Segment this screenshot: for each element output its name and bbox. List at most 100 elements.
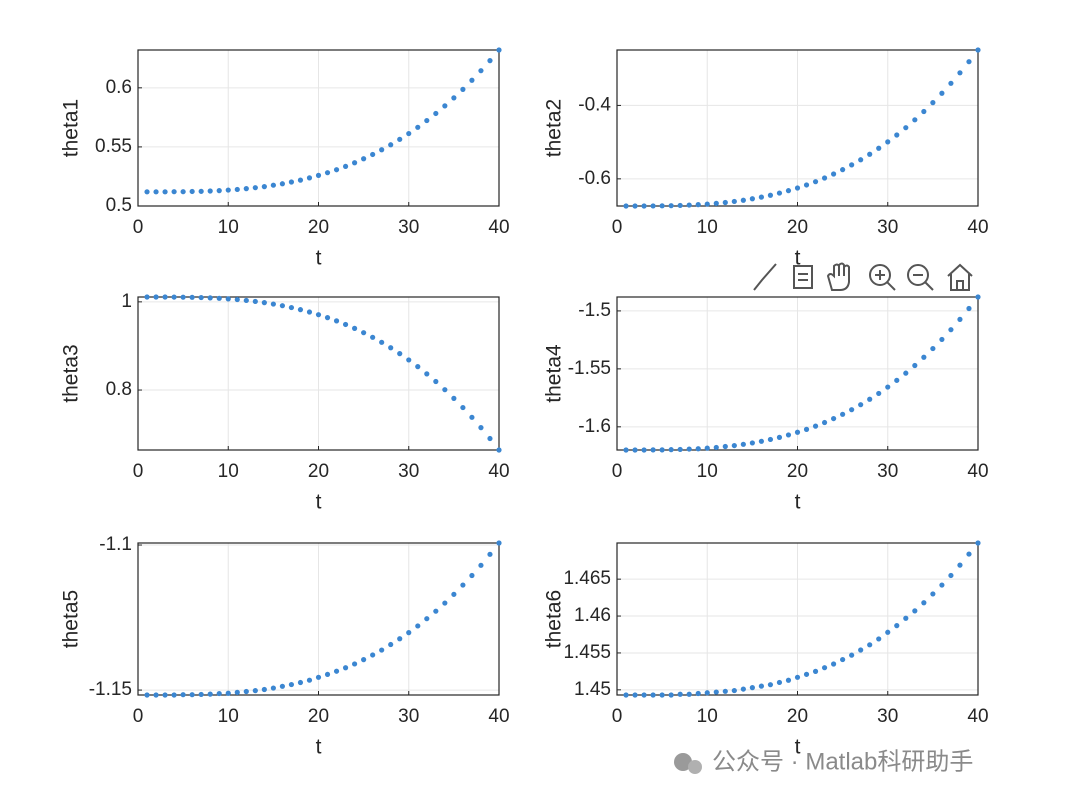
data-point [794,429,801,435]
data-point [713,444,719,451]
data-point [406,357,412,363]
y-axis-label: theta5 [60,590,83,648]
data-point [885,629,891,635]
data-point [966,59,972,65]
data-point [370,652,376,658]
y-tick-label: 1 [121,291,132,312]
axes-frame [137,296,500,451]
data-point [695,690,701,697]
data-point [144,294,150,300]
zoom-in-icon[interactable] [869,264,896,291]
x-tick-label: 20 [787,461,808,482]
data-point [903,615,909,621]
subplot: 0 10 20 30 40 0.5 0.55 0.6 t theta1 [60,47,510,270]
zoom-out-icon[interactable] [907,264,934,291]
x-tick-label: 0 [133,461,144,482]
data-point [776,679,783,686]
data-point [930,100,936,106]
datatip-icon[interactable] [793,265,813,289]
x-tick-label: 0 [133,706,144,727]
data-point [948,80,954,86]
y-axis-label: theta1 [60,99,83,157]
y-tick-label: 0.8 [106,379,132,400]
data-point [180,189,186,195]
pan-icon[interactable] [826,262,850,291]
data-point [650,692,656,698]
data-point [243,688,249,695]
data-point [180,692,186,698]
data-point [921,108,927,115]
data-point [921,354,927,360]
data-point [234,689,240,695]
x-tick-label: 30 [398,217,419,238]
x-tick-label: 0 [612,461,623,482]
axes-toolbar[interactable] [753,262,973,291]
data-point [288,681,295,688]
y-tick-label: -1.15 [89,679,132,700]
data-point [379,647,385,653]
data-point [171,692,177,698]
data-point [144,189,150,195]
data-point [885,139,891,145]
subplot: 0 10 20 30 40 -1.6 -1.55 -1.5 t theta4 [543,294,989,514]
data-point [867,151,873,157]
data-point [288,304,295,311]
data-point [388,142,394,148]
watermark: 公众号 · Matlab科研助手 [712,748,973,775]
data-point [966,305,972,312]
data-point [849,652,855,658]
data-point [677,446,683,453]
x-tick-label: 20 [787,706,808,727]
data-point [975,294,981,300]
data-point [632,692,638,698]
data-point [975,540,981,546]
x-axis-label: t [316,736,322,759]
data-point [424,371,430,377]
data-point [333,318,340,324]
data-point [668,692,674,698]
data-point [776,190,783,196]
data-point [912,608,918,614]
data-point [912,362,918,369]
data-point [876,145,882,151]
data-point [306,677,313,683]
data-point [686,202,692,208]
x-tick-label: 30 [877,217,898,238]
brush-icon[interactable] [753,263,777,291]
home-icon[interactable] [947,263,973,291]
data-point [740,686,746,692]
data-point [469,77,475,83]
data-point [433,378,439,385]
axes-frame [616,49,979,207]
y-tick-label: -0.4 [578,94,611,115]
x-tick-label: 10 [218,461,239,482]
data-point [469,572,475,579]
data-point [776,434,783,440]
data-point [297,679,304,686]
y-axis-label: theta2 [543,99,566,157]
data-point [903,370,909,376]
data-point [740,197,746,203]
data-point [840,411,846,417]
data-point [370,151,376,158]
data-point [189,188,195,195]
y-tick-label: 0.55 [95,136,132,157]
x-tick-label: 20 [308,217,329,238]
x-tick-label: 40 [967,461,988,482]
y-tick-label: -1.55 [568,358,611,379]
y-tick-label: 1.45 [574,679,611,700]
x-tick-label: 10 [218,706,239,727]
x-tick-label: 20 [308,461,329,482]
data-point [749,685,755,691]
axes-frame [616,542,979,696]
y-tick-label: 1.455 [563,642,611,663]
data-point [930,591,936,597]
data-point [487,435,493,442]
data-point [858,402,864,408]
data-point [478,562,484,568]
y-tick-label: -0.6 [578,168,611,189]
data-point [767,436,774,443]
data-point [415,364,421,370]
data-point [623,447,629,453]
